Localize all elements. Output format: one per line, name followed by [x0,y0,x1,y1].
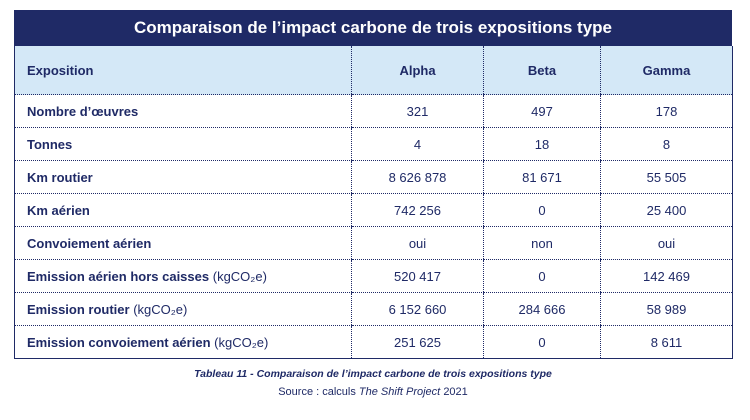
row-label: Nombre d’œuvres [14,94,352,128]
cell-alpha: 742 256 [351,193,484,227]
table-row: Km routier 8 626 878 81 671 55 505 [14,160,733,194]
cell-alpha: 520 417 [351,259,484,293]
cell-gamma: 8 [600,127,733,161]
row-label-text: Tonnes [27,136,73,152]
source-prefix: Source : calculs [278,386,356,398]
header-alpha: Alpha [351,46,484,95]
table-row: Convoiement aérien oui non oui [14,226,733,260]
cell-gamma: 25 400 [600,193,733,227]
source-org: The Shift Project [358,386,441,398]
cell-beta: 18 [483,127,601,161]
header-row: Exposition Alpha Beta Gamma [14,46,733,95]
cell-beta: 497 [483,94,601,128]
table-row: Tonnes 4 18 8 [14,127,733,161]
table-container: Comparaison de l’impact carbone de trois… [14,10,733,398]
cell-alpha: 251 625 [351,325,484,359]
row-label-text: Emission convoiement aérien [27,334,211,350]
row-label-text: Emission aérien hors caisses [27,268,210,284]
row-label: Convoiement aérien [14,226,352,260]
row-label: Km routier [14,160,352,194]
cell-beta: 0 [483,259,601,293]
row-label: Emission routier (kgCO₂e) [14,292,352,326]
row-unit: (kgCO₂e) [133,301,188,317]
cell-beta: 0 [483,193,601,227]
row-label: Emission aérien hors caisses (kgCO₂e) [14,259,352,293]
header-exposition: Exposition [14,46,352,95]
row-label: Tonnes [14,127,352,161]
row-label-text: Nombre d’œuvres [27,103,139,119]
table-title: Comparaison de l’impact carbone de trois… [14,10,732,46]
cell-gamma: oui [600,226,733,260]
row-label-text: Emission routier [27,301,130,317]
cell-alpha: 6 152 660 [351,292,484,326]
cell-beta: 81 671 [483,160,601,194]
row-unit: (kgCO₂e) [214,334,269,350]
table-row: Nombre d’œuvres 321 497 178 [14,94,733,128]
cell-beta: 284 666 [483,292,601,326]
cell-alpha: 4 [351,127,484,161]
row-unit: (kgCO₂e) [212,268,267,284]
cell-alpha: 8 626 878 [351,160,484,194]
table-row: Km aérien 742 256 0 25 400 [14,193,733,227]
table-row: Emission routier (kgCO₂e) 6 152 660 284 … [14,292,733,326]
cell-gamma: 178 [600,94,733,128]
row-label-text: Convoiement aérien [27,235,152,251]
header-beta: Beta [483,46,601,95]
cell-gamma: 55 505 [600,160,733,194]
table-row: Emission aérien hors caisses (kgCO₂e) 52… [14,259,733,293]
comparison-table: Exposition Alpha Beta Gamma Nombre d’œuv… [14,46,733,359]
row-label: Km aérien [14,193,352,227]
cell-alpha: 321 [351,94,484,128]
cell-beta: 0 [483,325,601,359]
cell-gamma: 58 989 [600,292,733,326]
table-source: Source : calculs The Shift Project 2021 [14,386,732,398]
source-year: 2021 [443,386,468,398]
cell-alpha: oui [351,226,484,260]
row-label-text: Km aérien [27,202,90,218]
cell-beta: non [483,226,601,260]
table-row: Emission convoiement aérien (kgCO₂e) 251… [15,325,733,359]
row-label-text: Km routier [27,169,93,185]
cell-gamma: 8 611 [600,325,733,359]
header-gamma: Gamma [600,46,733,95]
cell-gamma: 142 469 [600,259,733,293]
row-label: Emission convoiement aérien (kgCO₂e) [15,326,352,359]
table-caption: Tableau 11 - Comparaison de l’impact car… [194,368,552,380]
